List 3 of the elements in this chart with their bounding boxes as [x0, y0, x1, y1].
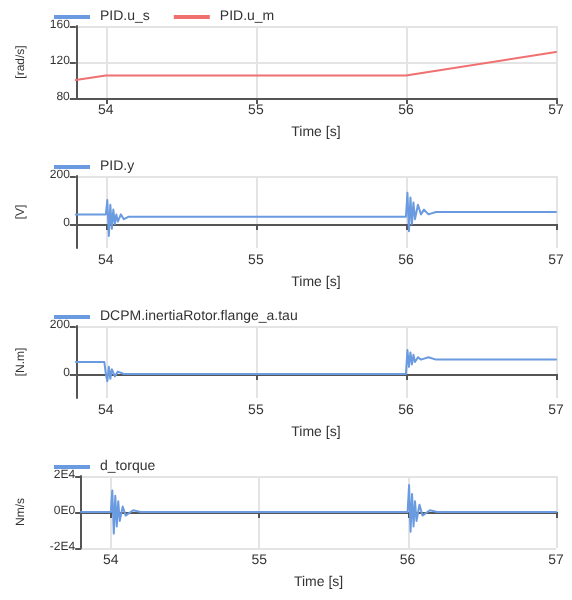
line-series — [74, 349, 557, 383]
line-series — [80, 484, 557, 535]
line-series — [74, 191, 557, 237]
